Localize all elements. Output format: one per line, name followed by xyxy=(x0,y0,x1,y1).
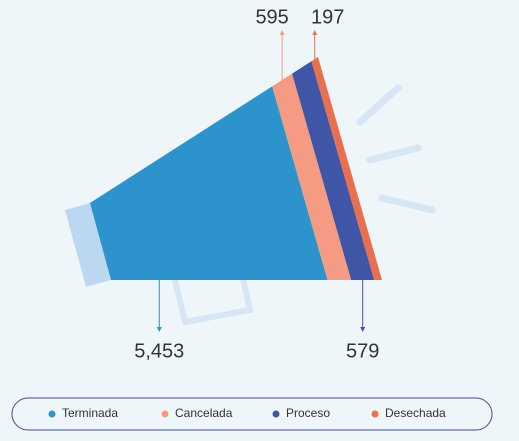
legend-label: Terminada xyxy=(62,406,118,420)
legend-label: Desechada xyxy=(385,406,446,420)
legend-marker xyxy=(161,410,169,418)
legend-marker xyxy=(272,410,280,418)
segment xyxy=(292,61,375,280)
legend-label: Proceso xyxy=(286,406,330,420)
value-label: 5,453 xyxy=(134,340,184,362)
legend xyxy=(11,397,493,431)
mouthpiece xyxy=(65,203,111,287)
segment xyxy=(90,86,328,281)
arrow xyxy=(312,30,318,35)
legend-label: Cancelada xyxy=(175,406,233,420)
arrow xyxy=(279,30,285,35)
legend-marker xyxy=(48,410,56,418)
segment xyxy=(272,73,352,281)
arrow xyxy=(156,327,162,332)
value-label: 595 xyxy=(255,6,288,28)
value-label: 197 xyxy=(311,6,344,28)
segment xyxy=(311,57,382,280)
arrow xyxy=(360,327,366,332)
legend-marker xyxy=(371,410,379,418)
value-label: 579 xyxy=(346,340,379,362)
